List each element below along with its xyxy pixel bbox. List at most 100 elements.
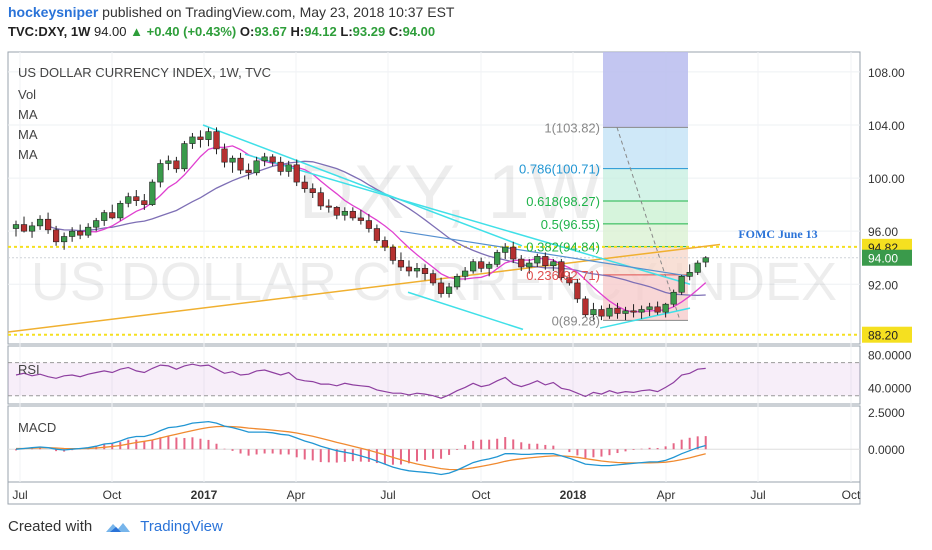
candle-body [349, 210, 356, 219]
rsi-pane[interactable] [7, 345, 861, 405]
candle-body [566, 277, 573, 284]
candle-body [470, 261, 477, 272]
candle-body [686, 272, 693, 277]
tradingview-link[interactable]: TradingView [140, 518, 223, 535]
candle-body [542, 256, 549, 266]
candle-body [109, 212, 116, 219]
candle-body [309, 188, 316, 193]
legend-ma-1[interactable]: MA [18, 107, 38, 122]
candle-body [229, 157, 236, 163]
candle-body [133, 196, 140, 201]
candle-body [85, 226, 92, 236]
candle-body [44, 218, 52, 231]
candle-body [606, 307, 613, 317]
price-tick-label: 108.00 [868, 66, 905, 80]
candle-body [421, 268, 429, 274]
candle-body [293, 164, 300, 183]
price-axis-label-box [862, 249, 912, 266]
candle-body [69, 230, 76, 237]
time-axis[interactable] [7, 481, 861, 505]
rsi-line [15, 363, 706, 399]
ma-fast-line [80, 145, 707, 313]
candle-body [325, 205, 332, 208]
time-tick-label: 2017 [191, 488, 218, 502]
high-value: 94.12 [304, 24, 337, 39]
fib-level-label: 0(89.28) [552, 313, 600, 328]
time-tick-label: Apr [287, 488, 306, 502]
fib-zone-band [603, 201, 688, 224]
candle-body [317, 192, 324, 207]
candle-body [101, 212, 108, 221]
candle-body [125, 196, 132, 204]
macd-pane[interactable] [7, 405, 861, 483]
publish-info: hockeysniper published on TradingView.co… [8, 4, 454, 20]
candle-body [237, 157, 244, 171]
candle-body [558, 261, 565, 278]
candle-body [582, 298, 589, 316]
candle-body [189, 136, 196, 144]
candle-body [670, 291, 677, 305]
candle-body [77, 230, 84, 236]
candle-body [638, 309, 645, 313]
fib-level-label: 0.5(96.55) [541, 217, 600, 232]
candle-body [381, 240, 389, 248]
candle-body [662, 303, 669, 313]
fib-extension-zone [603, 52, 688, 128]
candle-body [437, 282, 445, 294]
candle-body [598, 309, 605, 317]
price-tick-label: 100.00 [868, 172, 905, 186]
created-with-text: Created with [8, 518, 93, 535]
candle-body [36, 218, 44, 227]
candle-body [117, 203, 124, 219]
ma-mid-line [47, 160, 706, 297]
author-link[interactable]: hockeysniper [8, 4, 99, 20]
channel-long-line [244, 153, 691, 285]
candle-body [389, 246, 397, 261]
time-tick-label: Jul [380, 488, 395, 502]
time-tick-label: 2018 [560, 488, 587, 502]
candle-body [405, 266, 413, 272]
time-tick-label: Jul [12, 488, 27, 502]
candle-body [494, 252, 501, 265]
legend-ma-2[interactable]: MA [18, 127, 38, 142]
low-value: 93.29 [352, 24, 386, 39]
close-label: C: [388, 24, 403, 39]
candle-body [429, 273, 437, 284]
candle-body [28, 225, 36, 232]
legend-vol[interactable]: Vol [18, 87, 36, 102]
legend-ma-3[interactable]: MA [18, 147, 38, 162]
candle-body [502, 246, 509, 253]
candle-body [269, 156, 276, 163]
candle-body [510, 246, 517, 260]
candle-body [534, 256, 541, 264]
candle-body [253, 160, 260, 174]
time-tick-label: Oct [472, 488, 491, 502]
fib-zone-band [603, 168, 688, 202]
candle-body [357, 217, 364, 221]
candle-body [20, 224, 28, 232]
candle-body [365, 220, 372, 229]
fib-level-label: 1(103.82) [544, 120, 600, 135]
candle-body [478, 261, 485, 269]
fib-level-label: 0.786(100.71) [519, 162, 600, 177]
candle-body [221, 148, 228, 163]
price-axis-label-box [862, 326, 912, 343]
fib-level-label: 0.618(98.27) [526, 194, 600, 209]
macd-line [15, 420, 706, 476]
candle-body [614, 307, 621, 314]
price-tick-label: 96.00 [868, 225, 898, 239]
time-tick-label: Oct [842, 488, 861, 502]
candle-body [654, 306, 661, 313]
time-tick-label: Apr [657, 488, 676, 502]
candle-body [261, 156, 268, 162]
candle-body [453, 276, 461, 288]
legend-title: US DOLLAR CURRENCY INDEX, 1W, TVC [18, 65, 271, 80]
macd-tick-label: 0.0000 [868, 443, 905, 457]
macd-tick-label: 2.5000 [868, 406, 905, 420]
fib-level-label: 0.236(92.71) [526, 268, 600, 283]
candle-body [550, 261, 557, 266]
candle-body [526, 262, 533, 268]
candle-body [678, 276, 685, 293]
candle-body [61, 236, 68, 243]
